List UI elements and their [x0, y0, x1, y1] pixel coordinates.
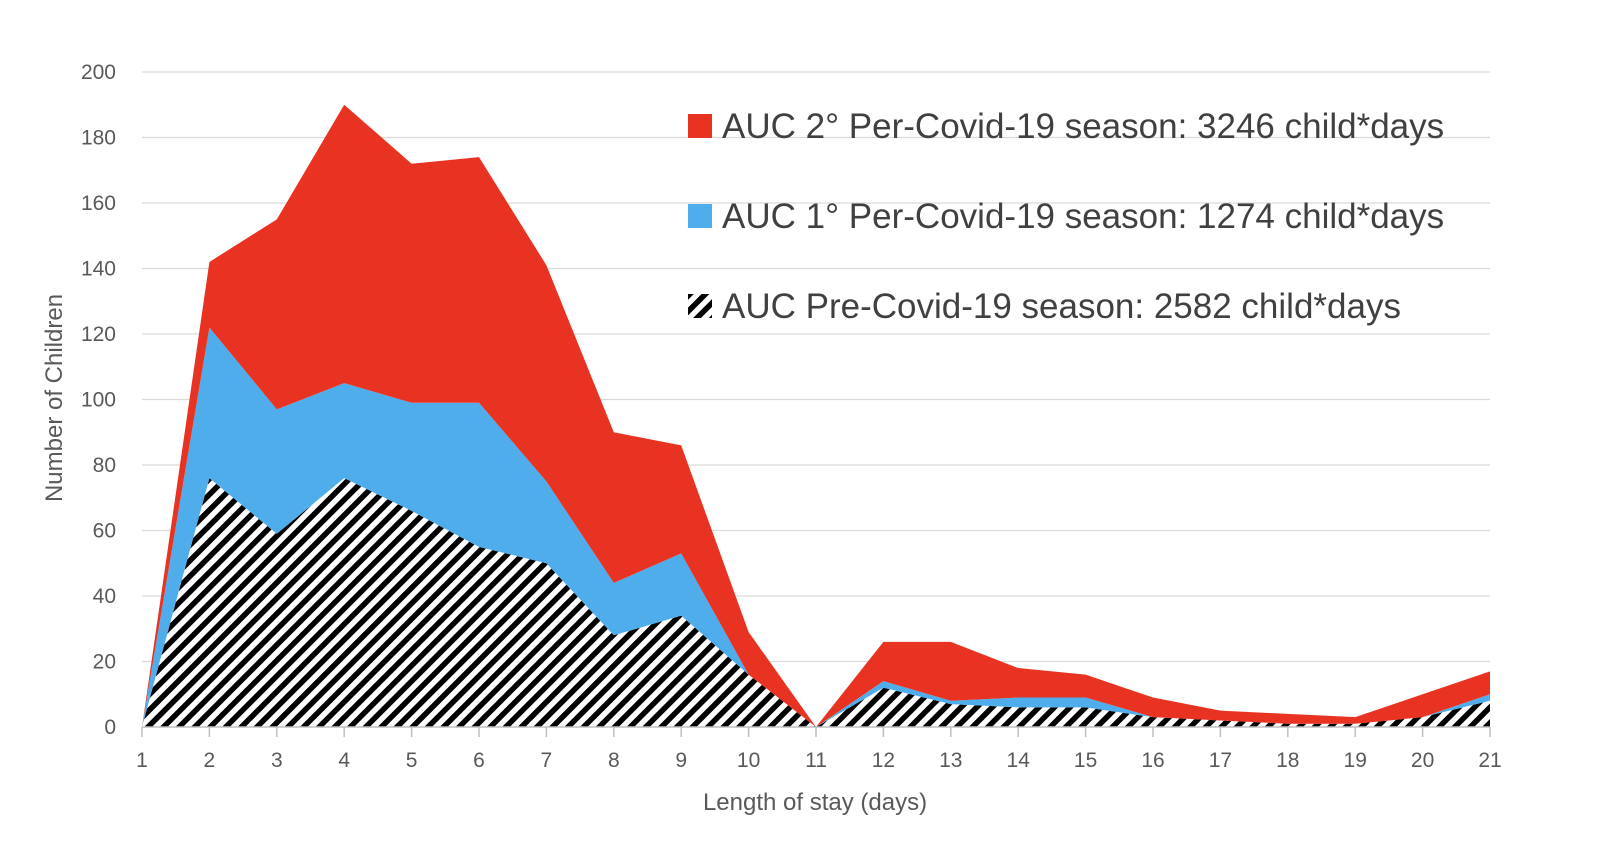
area-series-1: [142, 327, 1490, 727]
area-series-0: [142, 478, 1490, 727]
legend: AUC 2° Per-Covid-19 season: 3246 child*d…: [688, 107, 1444, 326]
legend-swatch: [688, 294, 712, 318]
x-tick-label: 13: [939, 749, 962, 772]
y-tick-label: 20: [93, 651, 116, 674]
x-tick-label: 12: [872, 749, 895, 772]
x-tick-label: 4: [338, 749, 350, 772]
legend-item: AUC 2° Per-Covid-19 season: 3246 child*d…: [688, 107, 1444, 146]
y-tick-label: 40: [93, 585, 116, 608]
x-tick-label: 7: [541, 749, 553, 772]
y-tick-label: 80: [93, 454, 116, 477]
x-tick-label: 11: [805, 749, 827, 772]
legend-label: AUC 2° Per-Covid-19 season: 3246 child*d…: [722, 107, 1444, 146]
area-series-group: [142, 104, 1490, 727]
x-tick-label: 9: [675, 749, 687, 772]
x-tick-label: 18: [1276, 749, 1299, 772]
x-tick-label: 6: [473, 749, 485, 772]
y-tick-label: 120: [81, 323, 116, 346]
y-tick-label: 100: [81, 389, 116, 412]
x-tick-label: 3: [271, 749, 283, 772]
y-tick-label: 200: [81, 61, 116, 84]
x-tick-label: 17: [1209, 749, 1232, 772]
x-tick-label: 14: [1007, 749, 1031, 772]
legend-item: AUC Pre-Covid-19 season: 2582 child*days: [688, 287, 1401, 326]
x-tick-label: 1: [136, 749, 148, 772]
x-tick-label: 19: [1344, 749, 1367, 772]
y-tick-label: 0: [104, 716, 116, 739]
x-tick-label: 21: [1478, 749, 1501, 772]
x-tick-label: 16: [1141, 749, 1164, 772]
x-tick-label: 5: [406, 749, 418, 772]
legend-swatch: [688, 204, 712, 228]
legend-label: AUC Pre-Covid-19 season: 2582 child*days: [722, 287, 1401, 326]
x-tick-label: 8: [608, 749, 620, 772]
x-tick-label: 10: [737, 749, 760, 772]
x-tick-label: 15: [1074, 749, 1097, 772]
y-tick-label: 60: [93, 520, 116, 543]
x-axis-title: Length of stay (days): [703, 789, 927, 816]
x-tick-label: 20: [1411, 749, 1434, 772]
legend-swatch: [688, 114, 712, 138]
legend-item: AUC 1° Per-Covid-19 season: 1274 child*d…: [688, 197, 1444, 236]
y-tick-label: 160: [81, 192, 116, 215]
y-axis-title: Number of Children: [41, 294, 68, 502]
legend-label: AUC 1° Per-Covid-19 season: 1274 child*d…: [722, 197, 1444, 236]
area-series-2: [142, 104, 1490, 727]
y-tick-label: 140: [81, 258, 116, 281]
y-tick-label: 180: [81, 127, 116, 150]
x-tick-label: 2: [204, 749, 216, 772]
